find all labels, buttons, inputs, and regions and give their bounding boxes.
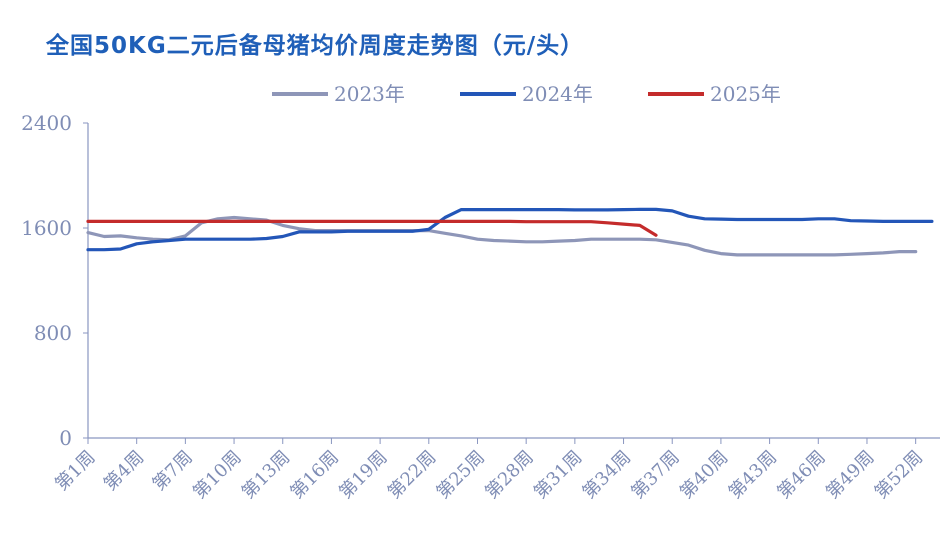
x-tick-label: 第37周 <box>627 447 684 504</box>
x-tick-label: 第43周 <box>725 447 782 504</box>
series-lines <box>86 207 934 257</box>
legend: 2023年 2024年 2025年 <box>272 82 781 106</box>
x-tick-label: 第16周 <box>286 447 343 504</box>
x-tick-label: 第49周 <box>822 447 879 504</box>
x-tick-label: 第1周 <box>51 447 99 495</box>
x-tick-label: 第28周 <box>481 447 538 504</box>
y-tick-label: 1600 <box>21 216 72 240</box>
legend-label: 2024年 <box>522 82 593 106</box>
y-tick-label: 0 <box>59 426 72 450</box>
axes <box>87 123 940 439</box>
y-axis-ticks: 0 800 1600 2400 <box>21 111 88 450</box>
x-tick-label: 第46周 <box>773 447 830 504</box>
x-tick-label: 第25周 <box>433 447 490 504</box>
legend-label: 2023年 <box>334 82 405 106</box>
x-tick-label: 第4周 <box>100 447 148 495</box>
y-tick-label: 2400 <box>21 111 72 135</box>
x-tick-label: 第10周 <box>189 447 246 504</box>
y-tick-label: 800 <box>34 321 72 345</box>
x-axis-ticks: 第1周 第4周 第7周第10周第13周第16周第19周第22周第25周第28周第31… <box>51 438 927 503</box>
x-tick-label: 第34周 <box>579 447 636 504</box>
legend-label: 2025年 <box>710 82 781 106</box>
x-tick-label: 第52周 <box>871 447 928 504</box>
series-line-2025 <box>86 219 658 237</box>
x-tick-label: 第40周 <box>676 447 733 504</box>
series-line-2023 <box>86 215 918 257</box>
chart-title: 全国50KG二元后备母猪均价周度走势图（元/头） <box>46 33 585 59</box>
x-tick-label: 第31周 <box>530 447 587 504</box>
x-tick-label: 第19周 <box>335 447 392 504</box>
x-tick-label: 第22周 <box>384 447 441 504</box>
x-tick-label: 第13周 <box>238 447 295 504</box>
series-line-2024 <box>86 207 934 252</box>
